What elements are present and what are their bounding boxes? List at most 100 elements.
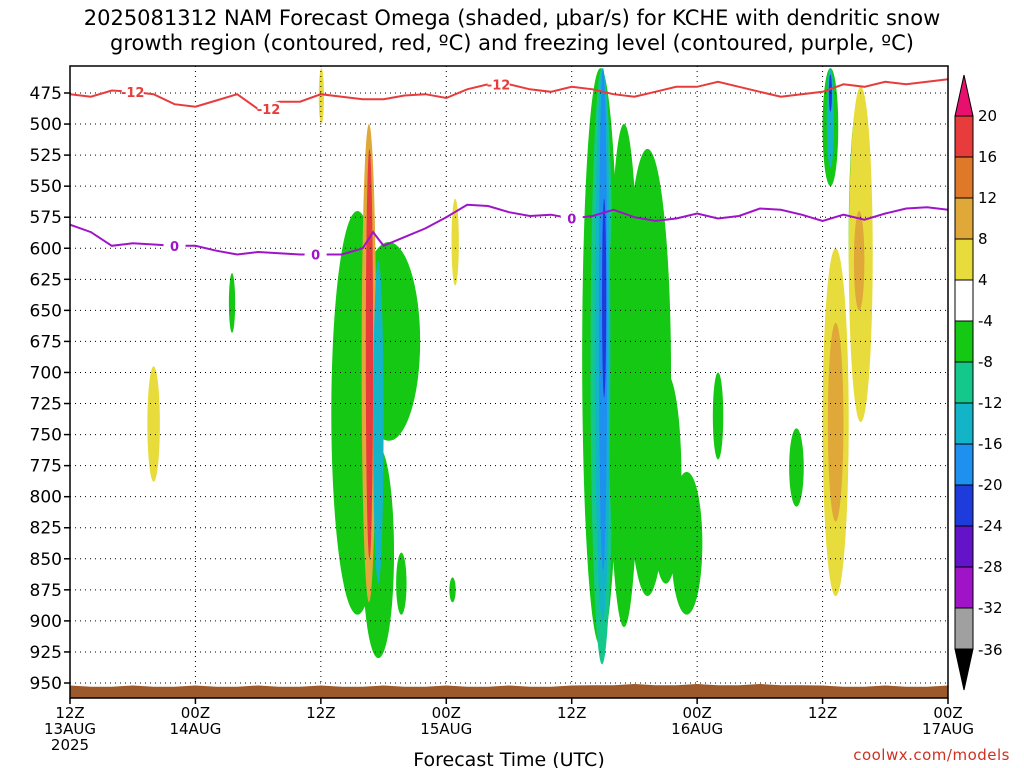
y-tick-label: 650 [30,301,62,321]
y-tick-label: 750 [30,426,62,446]
colorbar-swatch [954,156,974,199]
colorbar-label: -4 [978,312,993,330]
omega-shaded-region [853,211,865,311]
dgz-contour-label-bg [121,84,144,98]
colorbar-swatch [954,320,974,363]
omega-shading [147,68,873,665]
y-tick-label: 850 [30,550,62,570]
freezing-level-label: 0 [170,240,179,255]
x-tick-label: 00Z [933,704,962,722]
plot-background [70,66,948,698]
colorbar-swatch [954,361,974,404]
y-tick-label: 550 [30,177,62,197]
x-tick-label: 17AUG [922,720,974,738]
x-tick-label: 12Z [55,704,84,722]
omega-shaded-region [396,552,407,615]
y-tick-label: 725 [30,395,62,415]
colorbar-swatch [954,115,974,158]
title-line-1: 2025081312 NAM Forecast Omega (shaded, μ… [83,6,941,30]
freezing-level-label: 0 [311,248,320,263]
x-tick-label: 16AUG [671,720,723,738]
freezing-level-label-bg [304,247,327,261]
omega-shaded-region [789,428,804,507]
y-tick-label: 625 [30,270,62,290]
dgz-contour-label-bg [257,102,280,116]
omega-shaded-region [147,366,160,482]
omega-shaded-region [365,148,374,559]
omega-shaded-region [826,68,835,168]
y-axis: 475 500 525 550 575 600 625 650 675 700 725 750 775 8… [30,84,70,694]
x-tick-label: 13AUG [44,720,96,738]
omega-shaded-region [373,260,384,584]
omega-shaded-region [827,322,844,522]
freezing-level-label-bg [560,211,583,225]
omega-shaded-region [712,372,724,460]
y-tick-label: 800 [30,488,62,508]
omega-shaded-region [228,273,236,333]
dgz-contour-label-bg [487,77,510,91]
y-tick-label: 950 [30,674,62,694]
dgz-contour-label: -12 [121,86,145,101]
colorbar-swatch [954,279,974,322]
y-tick-label: 475 [30,84,62,104]
y-tick-label: 775 [30,457,62,477]
freezing-level-line [69,203,949,256]
x-tick-label: 00Z [682,704,711,722]
y-tick-label: 900 [30,612,62,632]
colorbar-label: 12 [978,189,997,207]
credit-text: coolwx.com/models [853,746,1010,764]
colorbar-label: 8 [978,230,988,248]
y-tick-label: 500 [30,115,62,135]
x-tick-label: 14AUG [169,720,221,738]
omega-shaded-region [602,198,607,398]
freezing-level-label-bg [163,238,186,252]
colorbar-bottom-triangle [954,648,974,691]
contours: -12 -12 -12 0 0 0 [69,77,949,263]
colorbar-top-triangle [954,74,974,117]
colorbar-swatch [954,484,974,527]
omega-shaded-region [671,471,703,615]
y-tick-label: 700 [30,363,62,383]
omega-shaded-region [318,68,324,125]
colorbar-label: -32 [978,599,1003,617]
dgz-contour-label: -12 [257,103,281,118]
colorbar-swatch [954,607,974,650]
colorbar-label: 4 [978,271,988,289]
colorbar-swatch [954,402,974,445]
y-tick-label: 525 [30,146,62,166]
omega-shaded-region [451,198,459,286]
x-tick-label: 12Z [808,704,837,722]
y-tick-label: 600 [30,239,62,259]
terrain-ground [70,684,948,698]
colorbar-label: -8 [978,353,993,371]
colorbar-label: -16 [978,435,1003,453]
y-tick-label: 675 [30,332,62,352]
y-tick-label: 575 [30,208,62,228]
y-tick-label: 825 [30,519,62,539]
plot-frame [69,65,949,699]
colorbar-swatch [954,566,974,609]
chart-title: 2025081312 NAM Forecast Omega (shaded, μ… [0,6,1024,56]
colorbar-label: 20 [978,107,997,125]
colorbar: 20 16 12 8 4 -4 -8 -12 -16 -20 -24 -28 -32 -36 [954,74,1003,691]
x-tick-label: 12Z [306,704,335,722]
dgz-contour-label: -12 [487,78,511,93]
colorbar-label: -36 [978,641,1003,659]
plot-area: -12 -12 -12 0 0 0 [69,65,949,699]
x-tick-label: 12Z [557,704,586,722]
colorbar-swatch [954,525,974,568]
title-line-2: growth region (contoured, red, ºC) and f… [110,31,914,55]
colorbar-label: -28 [978,558,1003,576]
freezing-level-label: 0 [567,212,576,227]
x-tick-label: 2025 [51,736,89,754]
colorbar-label: -12 [978,394,1003,412]
y-tick-label: 875 [30,581,62,601]
x-tick-label: 15AUG [420,720,472,738]
colorbar-swatch [954,443,974,486]
colorbar-swatch [954,197,974,240]
x-axis-label: Forecast Time (UTC) [413,749,604,768]
colorbar-label: -20 [978,476,1003,494]
colorbar-label: -24 [978,517,1003,535]
